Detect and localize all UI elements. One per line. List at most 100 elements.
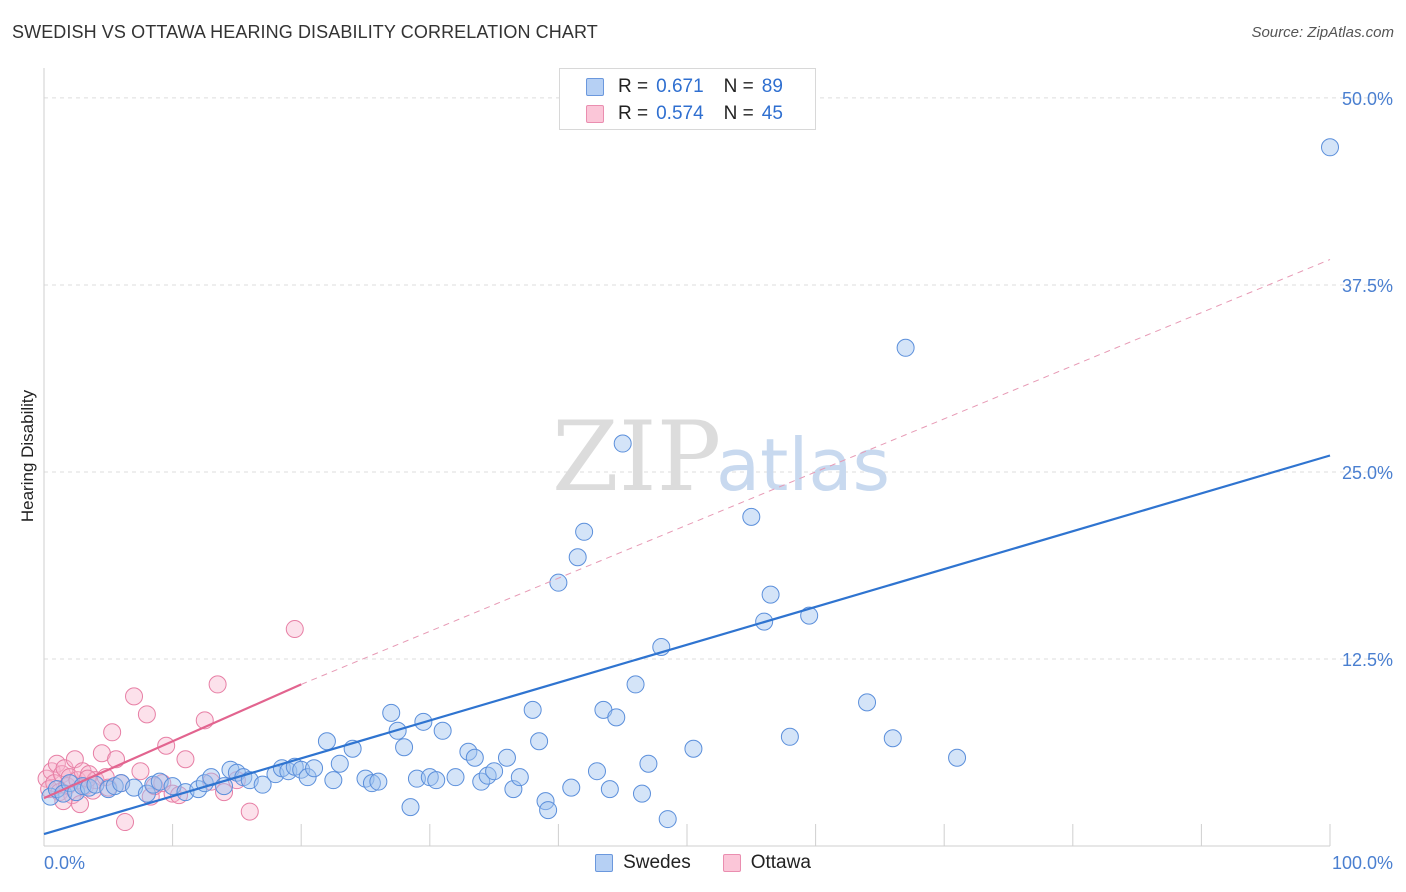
ottawa-trend-extension [301, 259, 1331, 685]
swedes-point [253, 775, 272, 794]
x-tick-label-min: 0.0% [44, 853, 85, 873]
swedes-point [613, 434, 632, 453]
y-tick-label: 50.0% [1342, 89, 1393, 109]
legend-item-swedes: Swedes [595, 852, 691, 874]
x-tick-marks [172, 824, 1331, 846]
swedes-point [407, 769, 426, 788]
n-label: N = [723, 103, 754, 124]
y-tick-labels: 12.5% 25.0% 37.5% 50.0% [1342, 89, 1393, 670]
swedes-point [369, 772, 388, 791]
swedes-point [639, 754, 658, 773]
ottawa-point [285, 620, 304, 639]
swedes-point [305, 759, 324, 778]
swedes-trend-line [43, 454, 1331, 836]
swedes-point [658, 810, 677, 829]
swedes-point [433, 721, 452, 740]
swedes-point [626, 675, 645, 694]
watermark-atlas: atlas [716, 423, 890, 507]
swedes-point [530, 732, 549, 751]
y-tick-label: 37.5% [1342, 276, 1393, 296]
ottawa-point [103, 723, 122, 742]
ottawa-swatch [722, 854, 741, 872]
swedes-point [600, 780, 619, 799]
swedes-point [761, 585, 780, 604]
ottawa-point [125, 687, 144, 706]
ottawa-swatch [586, 105, 604, 123]
r-label: R = [618, 103, 649, 124]
swedes-point [883, 729, 902, 748]
swedes-point [549, 573, 568, 592]
watermark-zip: ZIP [552, 401, 721, 513]
x-tick-labels: 0.0% 100.0% [44, 853, 1393, 873]
y-axis-label: Hearing Disability [18, 389, 37, 522]
swedes-point [497, 748, 516, 767]
source-label: Source: ZipAtlas.com [1251, 24, 1394, 41]
ottawa-point [208, 675, 227, 694]
swedes-point [427, 771, 446, 790]
ottawa-trend-line [43, 683, 302, 800]
legend-label-swedes: Swedes [623, 852, 691, 873]
legend-row-ottawa: R = 0.574 N = 45 [586, 103, 803, 125]
y-tick-label: 25.0% [1342, 463, 1393, 483]
swedes-swatch [595, 854, 614, 872]
swedes-swatch [586, 78, 604, 96]
legend-row-swedes: R = 0.671 N = 89 [586, 76, 803, 98]
stats-legend: R = 0.671 N = 89 R = 0.574 N = 45 [559, 68, 816, 130]
swedes-point [330, 754, 349, 773]
swedes-point [568, 548, 587, 567]
swedes-point [800, 606, 819, 625]
swedes-point [465, 748, 484, 767]
swedes-point [742, 507, 761, 526]
axes [43, 68, 1331, 847]
n-value: 89 [761, 76, 783, 97]
ottawa-point [131, 762, 150, 781]
trend-lines [43, 259, 1331, 836]
swedes-point [858, 693, 877, 712]
swedes-point [401, 798, 420, 817]
y-tick-label: 12.5% [1342, 650, 1393, 670]
swedes-point [324, 771, 343, 790]
ottawa-point [116, 813, 135, 832]
legend-item-ottawa: Ottawa [722, 852, 811, 874]
swedes-point [587, 762, 606, 781]
swedes-point [446, 768, 465, 787]
swedes-point [317, 732, 336, 751]
swedes-point [485, 762, 504, 781]
swedes-point [632, 784, 651, 803]
swedes-point [395, 738, 414, 757]
ottawa-point [215, 783, 234, 802]
r-label: R = [618, 76, 649, 97]
watermark: ZIP atlas [552, 401, 890, 513]
swedes-point [896, 338, 915, 357]
swedes-point [382, 703, 401, 722]
x-tick-label-max: 100.0% [1332, 853, 1393, 873]
swedes-point [362, 774, 381, 793]
n-label: N = [723, 76, 754, 97]
legend-label-ottawa: Ottawa [750, 852, 811, 873]
swedes-point [684, 739, 703, 758]
swedes-point [298, 768, 317, 787]
swedes-point [539, 801, 558, 820]
ottawa-point [176, 750, 195, 769]
swedes-point [1321, 138, 1339, 157]
chart-title: SWEDISH VS OTTAWA HEARING DISABILITY COR… [12, 22, 598, 42]
ottawa-point [240, 802, 259, 821]
swedes-point [607, 708, 626, 727]
swedes-point [523, 700, 542, 719]
r-value: 0.671 [656, 76, 704, 97]
n-value: 45 [761, 103, 783, 124]
series-swedes-points [41, 138, 1339, 829]
swedes-point [780, 727, 799, 746]
swedes-point [948, 748, 967, 767]
swedes-point [562, 778, 581, 797]
swedes-point [575, 522, 594, 541]
y-gridlines [44, 97, 1393, 660]
swedes-point [478, 766, 497, 785]
swedes-point [292, 760, 311, 779]
r-value: 0.574 [656, 103, 704, 124]
swedes-point [510, 768, 529, 787]
series-legend: Swedes Ottawa [0, 852, 1406, 874]
ottawa-point [137, 705, 156, 724]
swedes-point [137, 784, 156, 803]
